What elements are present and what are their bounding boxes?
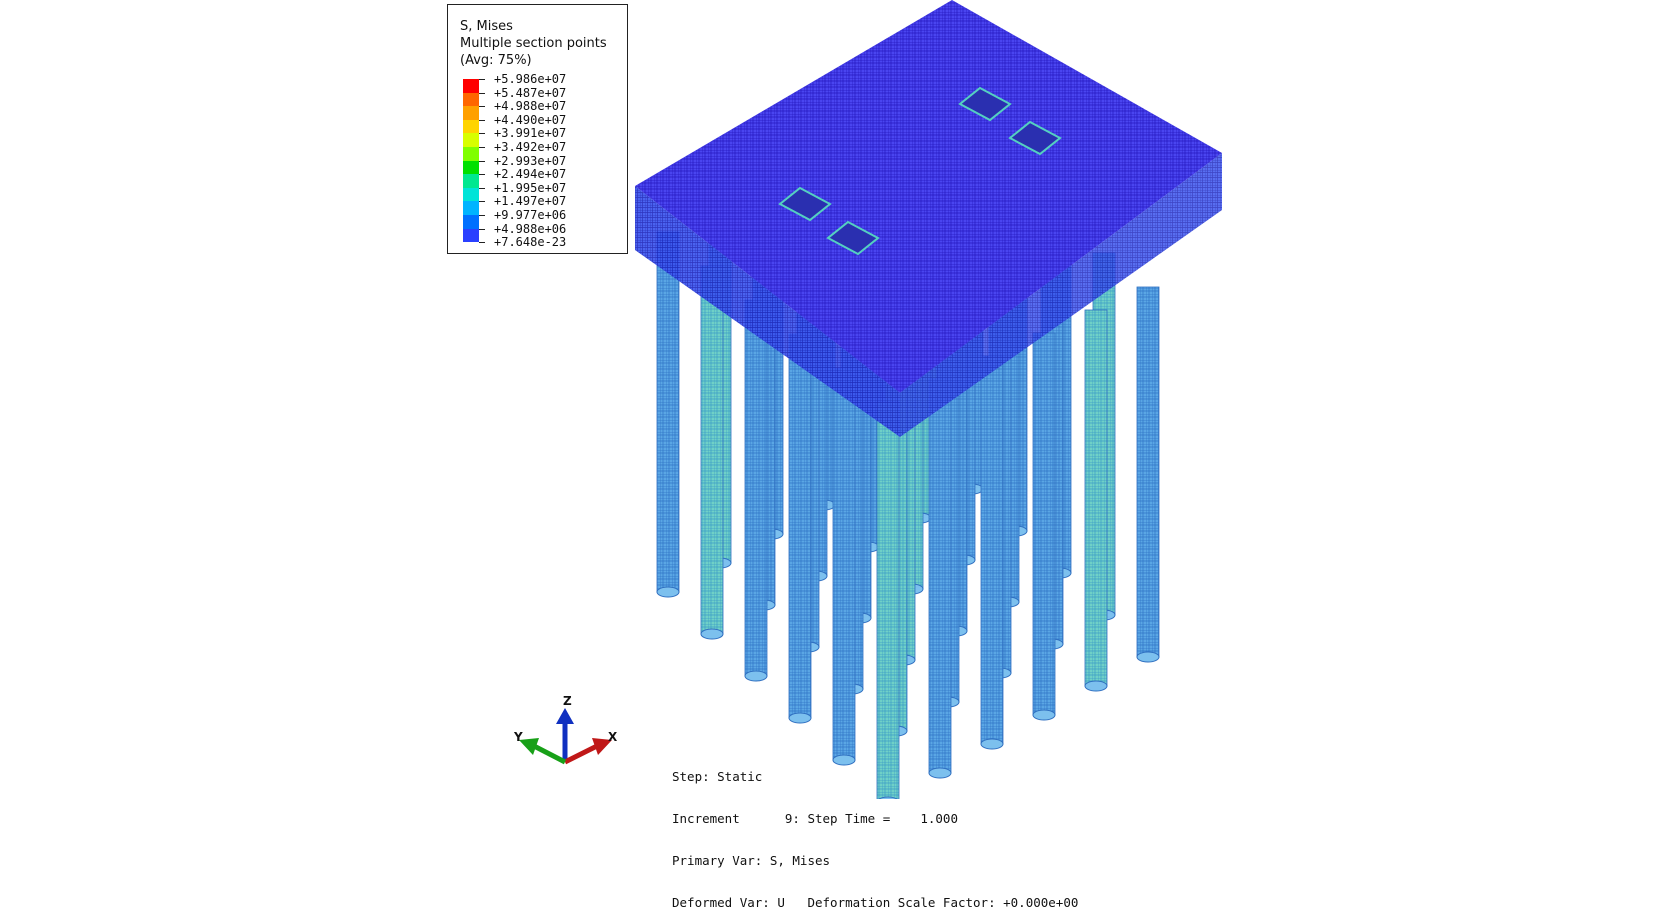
legend-tick <box>479 187 485 189</box>
legend-swatch <box>463 201 479 215</box>
legend-value: +2.494e+07 <box>494 167 567 182</box>
legend-value: +9.977e+06 <box>494 208 567 222</box>
legend: S, Mises Multiple section points (Avg: 7… <box>447 4 628 254</box>
legend-swatch <box>463 133 479 147</box>
pile-cap-top-face <box>635 0 1222 393</box>
triad-z-label: Z <box>563 694 572 708</box>
legend-tick <box>479 92 485 94</box>
legend-swatch <box>463 187 479 202</box>
column-patch-2 <box>778 186 880 256</box>
info-panel: Step: Static Increment 9: Step Time = 1.… <box>672 742 1078 924</box>
x-axis-arrow <box>563 743 599 765</box>
legend-tick <box>479 242 485 244</box>
pile-tip <box>1084 680 1108 692</box>
legend-value: +1.995e+07 <box>494 180 567 195</box>
legend-swatch <box>463 146 479 161</box>
legend-value: +1.497e+07 <box>494 194 567 209</box>
legend-value: +4.988e+06 <box>494 221 567 236</box>
triad-y-label: Y <box>514 730 523 744</box>
pile-tip <box>832 754 856 766</box>
pile-tip <box>700 628 724 640</box>
triad-arrows <box>519 708 612 765</box>
legend-tick <box>479 228 485 230</box>
pile-tip <box>788 712 812 724</box>
legend-value: +2.993e+07 <box>494 153 567 168</box>
legend-tick <box>479 147 485 148</box>
pile <box>832 367 856 761</box>
pile-cap <box>635 0 1222 437</box>
legend-swatch <box>463 228 479 243</box>
legend-value: +4.988e+07 <box>494 99 567 114</box>
pile <box>928 378 952 774</box>
legend-value: +3.991e+07 <box>494 126 567 141</box>
y-axis-head <box>519 738 539 755</box>
pile <box>876 401 900 799</box>
info-step: Step: Static <box>672 769 763 784</box>
legend-tick <box>479 215 485 216</box>
info-increment: Increment 9: Step Time = 1.000 <box>672 811 958 826</box>
x-axis-head <box>592 738 612 755</box>
legend-tick <box>479 119 485 121</box>
pile-cap-right-face <box>900 153 1222 437</box>
legend-value: +7.648e-23 <box>494 235 567 250</box>
pile-tip <box>928 767 952 779</box>
legend-swatch <box>463 79 479 93</box>
pile-cap-left-face <box>635 186 900 437</box>
column-patch-1 <box>958 86 1062 156</box>
pile <box>744 299 768 677</box>
legend-value: +3.492e+07 <box>494 140 567 154</box>
info-primary-var: Primary Var: S, Mises <box>672 853 831 868</box>
pile <box>1032 332 1056 716</box>
legend-tick <box>479 174 485 176</box>
pile <box>700 265 724 635</box>
legend-swatch <box>463 106 479 120</box>
legend-averaging: (Avg: 75%) <box>460 53 532 68</box>
legend-swatch <box>463 119 479 134</box>
pile-tip <box>1136 651 1160 663</box>
legend-tick <box>479 106 485 108</box>
legend-value: +4.490e+07 <box>494 112 567 127</box>
triad-x-label: X <box>608 730 618 744</box>
legend-tick <box>479 79 485 80</box>
legend-swatch <box>463 92 479 107</box>
legend-swatch <box>463 174 479 188</box>
pile-tip <box>656 586 680 598</box>
legend-swatch <box>463 214 479 229</box>
pile <box>1084 309 1108 687</box>
pile <box>656 231 680 593</box>
legend-tick <box>479 133 485 135</box>
info-deformed-var: Deformed Var: U Deformation Scale Factor… <box>672 895 1079 910</box>
axis-triad: Z Y X <box>512 694 622 780</box>
legend-color-bar <box>463 79 479 243</box>
pile-tip <box>1032 709 1056 721</box>
pile-tip <box>980 738 1004 750</box>
pile <box>980 355 1004 745</box>
legend-section-points: Multiple section points <box>460 36 607 51</box>
z-axis-head <box>556 708 574 724</box>
pile-tip <box>744 670 768 682</box>
legend-value: +5.986e+07 <box>494 72 567 86</box>
legend-variable: S, Mises <box>460 19 513 34</box>
legend-value: +5.487e+07 <box>494 85 567 100</box>
legend-swatch <box>463 160 479 175</box>
model-viewport[interactable] <box>0 0 1670 799</box>
y-axis-arrow <box>532 743 567 765</box>
legend-tick <box>479 201 485 203</box>
legend-tick <box>479 160 485 162</box>
pile <box>1136 286 1160 658</box>
pile <box>788 333 812 719</box>
